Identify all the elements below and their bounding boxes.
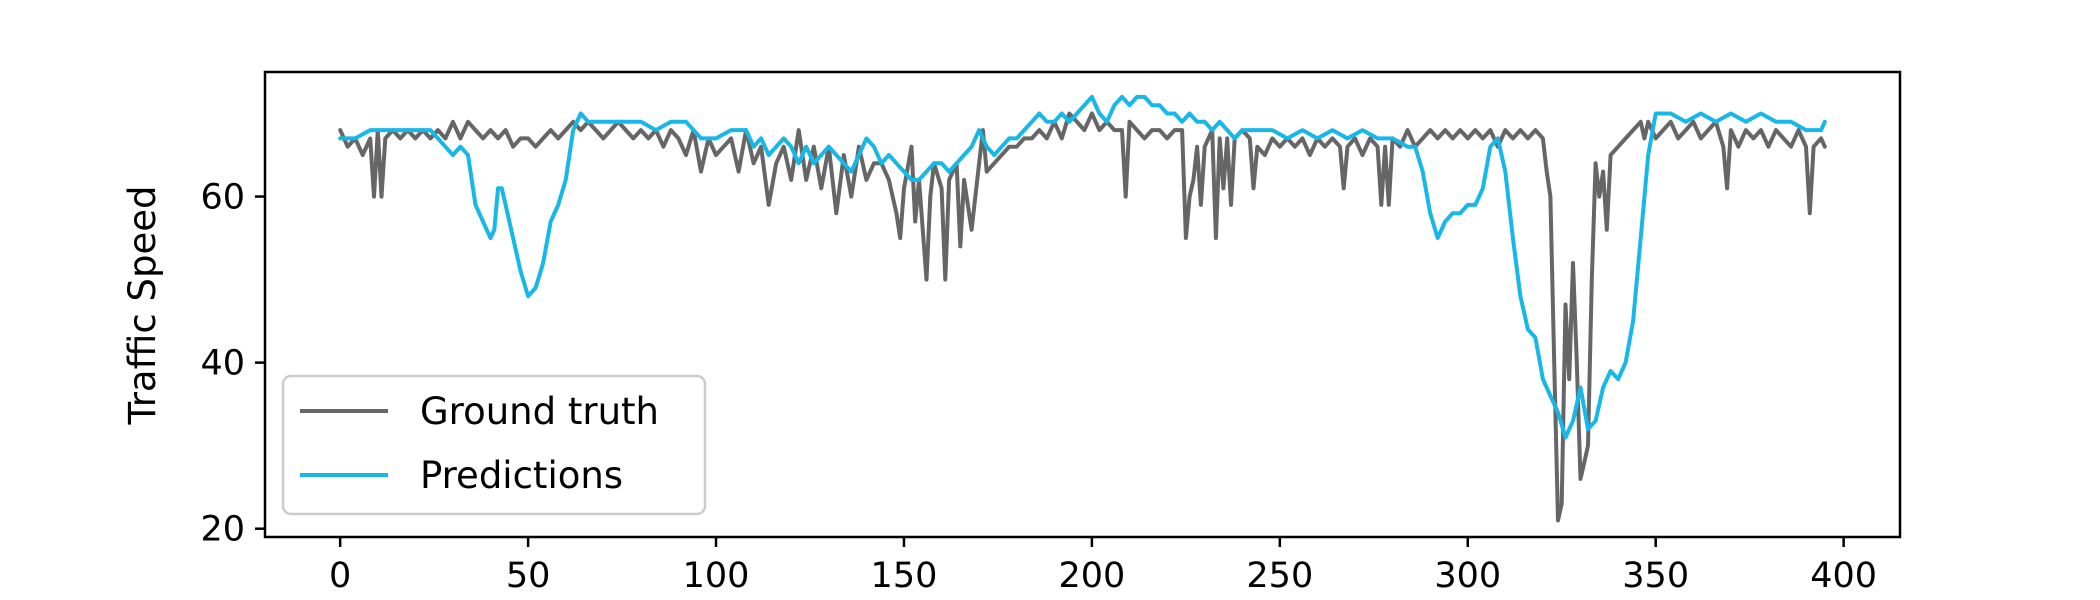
x-tick-label: 250 [1246,556,1313,596]
x-axis: 0 50 100 150 200 250 300 350 400 [329,537,1877,596]
series-layer [338,94,1827,523]
x-tick-label: 100 [683,556,750,596]
series-line-predictions [338,94,1827,440]
x-tick-label: 150 [871,556,938,596]
legend-label-predictions: Predictions [420,454,623,497]
legend-box [281,374,707,516]
x-tick-label: 350 [1622,556,1689,596]
x-tick-label: 50 [506,556,551,596]
x-tick-label: 300 [1434,556,1501,596]
x-tick-label: 200 [1058,556,1125,596]
y-axis: 20 40 60 [200,178,265,550]
legend-label-ground-truth: Ground truth [420,390,659,433]
x-tick-label: 0 [329,556,351,596]
plot-area [263,70,1902,539]
y-tick-label: 60 [200,178,245,218]
x-tick-label: 400 [1810,556,1877,596]
plot-frame [263,70,1902,539]
y-axis-title: Traffic Speed [121,186,164,426]
y-tick-label: 40 [200,344,245,384]
legend: Ground truth Predictions [281,374,707,516]
series-line-ground-truth [338,111,1827,523]
y-tick-label: 20 [200,510,245,550]
